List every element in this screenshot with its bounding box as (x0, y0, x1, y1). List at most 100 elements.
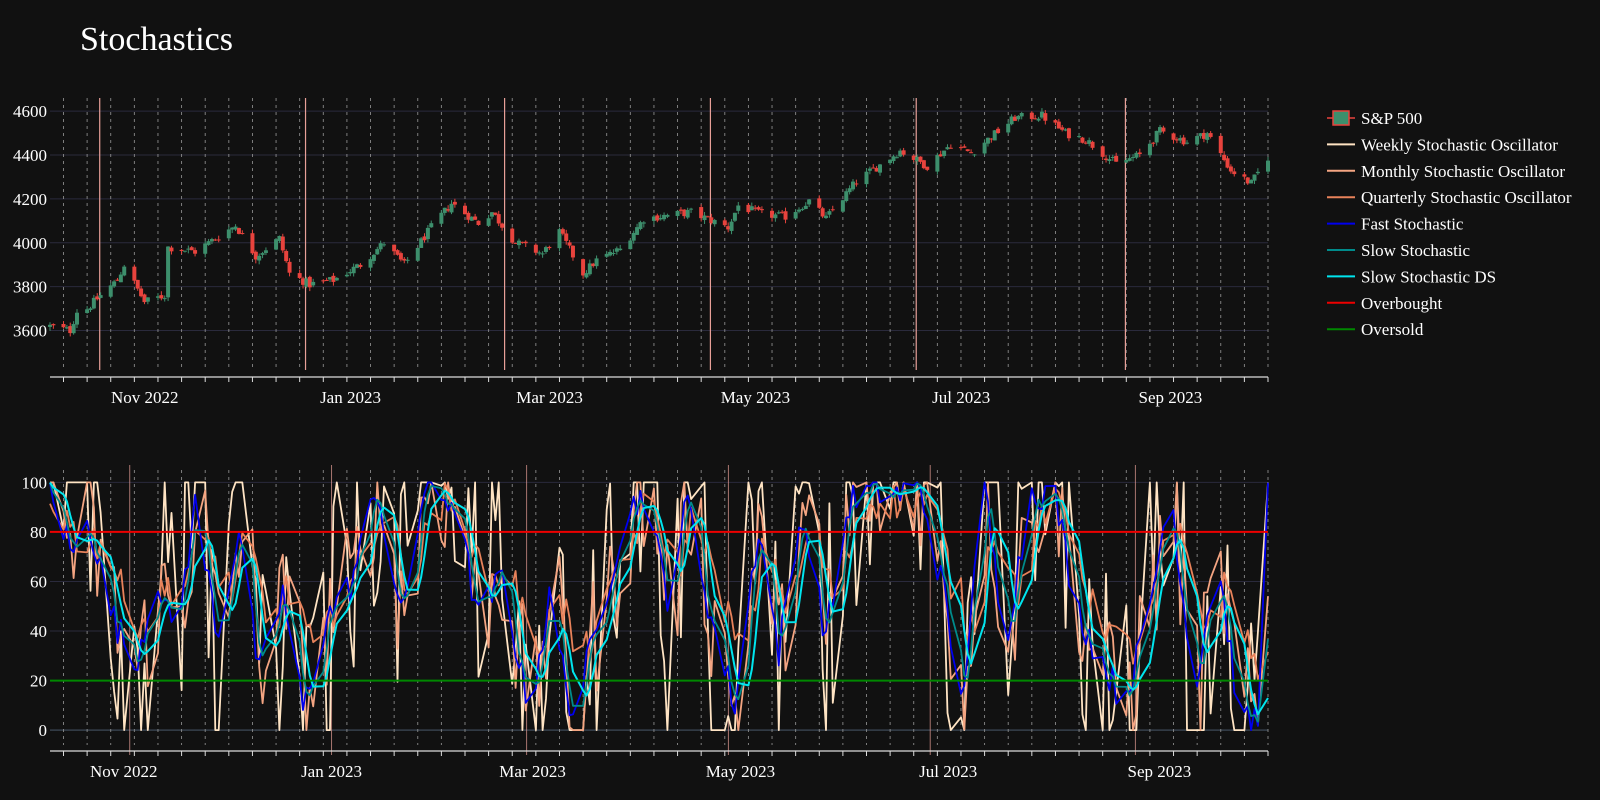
legend-label: Quarterly Stochastic Oscillator (1361, 188, 1572, 207)
candle-body (675, 210, 680, 216)
candle-body (564, 233, 569, 241)
candle-body (1080, 137, 1085, 143)
candle-body (1225, 158, 1230, 168)
candle-body (500, 223, 505, 228)
osc-xtick-label: Jul 2023 (919, 762, 977, 781)
price-ytick-label: 4200 (13, 190, 47, 209)
candle-body (71, 324, 76, 334)
candle-body (543, 247, 548, 252)
candle-body (1255, 171, 1260, 174)
candle-body (611, 252, 616, 254)
osc-ytick-label: 100 (22, 473, 48, 492)
candle-body (776, 212, 781, 214)
oscillator-panel: 0 20 40 60 80 100 Nov 2022 Jan 2023 Mar 2023 May … (22, 465, 1269, 781)
candle-body (193, 250, 198, 254)
candle-body (91, 297, 96, 309)
legend-item: Slow Stochastic DS (1327, 267, 1496, 286)
candle-body (1171, 133, 1176, 140)
candle-body (209, 239, 214, 242)
candle-body (1154, 130, 1159, 143)
price-xtick-label: Jan 2023 (320, 388, 381, 407)
candle-body (324, 279, 329, 281)
candle-body (709, 217, 714, 224)
candle-body (547, 246, 552, 249)
candle-body (510, 228, 515, 243)
candle-body (753, 207, 758, 209)
candle-body (236, 228, 241, 234)
candle-body (1228, 166, 1233, 172)
candle-body (780, 211, 785, 213)
candle-body (182, 250, 187, 252)
candle-body (489, 212, 494, 217)
candle-body (1222, 154, 1227, 161)
candle-body (655, 215, 660, 221)
price-ytick-label: 3800 (13, 278, 47, 297)
candle-body (277, 236, 282, 242)
candle-body (1066, 128, 1071, 139)
candle-body (1201, 132, 1206, 139)
candle-body (722, 220, 727, 226)
candle-body (901, 150, 906, 155)
candle-body (594, 258, 599, 267)
candle-body (260, 253, 265, 255)
candle-body (48, 324, 52, 327)
candle-body (257, 255, 262, 261)
candle-body (287, 261, 292, 273)
candle-body (567, 242, 572, 246)
price-grid (50, 98, 1269, 370)
candle-body (1033, 118, 1038, 120)
candle-body (466, 212, 471, 220)
weekly-stochastic-line (50, 481, 1269, 731)
candle-body (958, 147, 963, 149)
candle-body (665, 214, 670, 217)
candle-body (378, 243, 383, 250)
candle-body (1053, 120, 1058, 123)
candle-body (591, 263, 596, 267)
candle-body (398, 253, 403, 260)
legend-label: Overbought (1361, 294, 1442, 313)
candle-body (608, 251, 613, 256)
candle-body (473, 216, 478, 220)
candle-body (142, 294, 147, 303)
candle-body (425, 227, 430, 240)
legend-item: Fast Stochastic (1327, 215, 1464, 234)
candle-body (1100, 146, 1105, 157)
candle-body (429, 223, 434, 228)
legend-label: Oversold (1361, 320, 1424, 339)
candle-body (392, 244, 397, 252)
candle-body (68, 326, 73, 334)
candle-body (1232, 171, 1237, 175)
legend-item: Overbought (1327, 294, 1442, 313)
candle-body (1006, 123, 1011, 133)
candle-body (702, 215, 707, 221)
candle-body (962, 146, 967, 148)
candle-body (253, 251, 258, 260)
candle-body (898, 150, 903, 157)
candle-body (476, 220, 481, 225)
candle-body (1242, 174, 1247, 177)
candle-body (419, 238, 424, 248)
legend-item: Monthly Stochastic Oscillator (1327, 162, 1565, 181)
candle-body (1107, 159, 1112, 161)
candle-body (321, 280, 326, 282)
candle-body (368, 259, 373, 268)
candle-body (405, 259, 410, 261)
candle-body (311, 281, 316, 286)
candle-body (442, 207, 447, 213)
candle-body (533, 244, 538, 253)
candle-body (1147, 143, 1152, 156)
price-ytick-label: 4000 (13, 234, 47, 253)
candle-body (216, 239, 221, 241)
candle-body (355, 264, 360, 268)
candle-body (301, 278, 306, 285)
osc-ytick-label: 40 (30, 622, 47, 641)
candle-body (382, 244, 387, 246)
candle-body (925, 166, 930, 170)
slow-stochastic-ds-line (49, 482, 1269, 716)
candle-body (705, 216, 710, 218)
candle-body (375, 249, 380, 255)
candle-body (186, 248, 191, 250)
candle-body (888, 159, 893, 164)
candle-body (85, 309, 90, 313)
candle-body (942, 150, 947, 156)
